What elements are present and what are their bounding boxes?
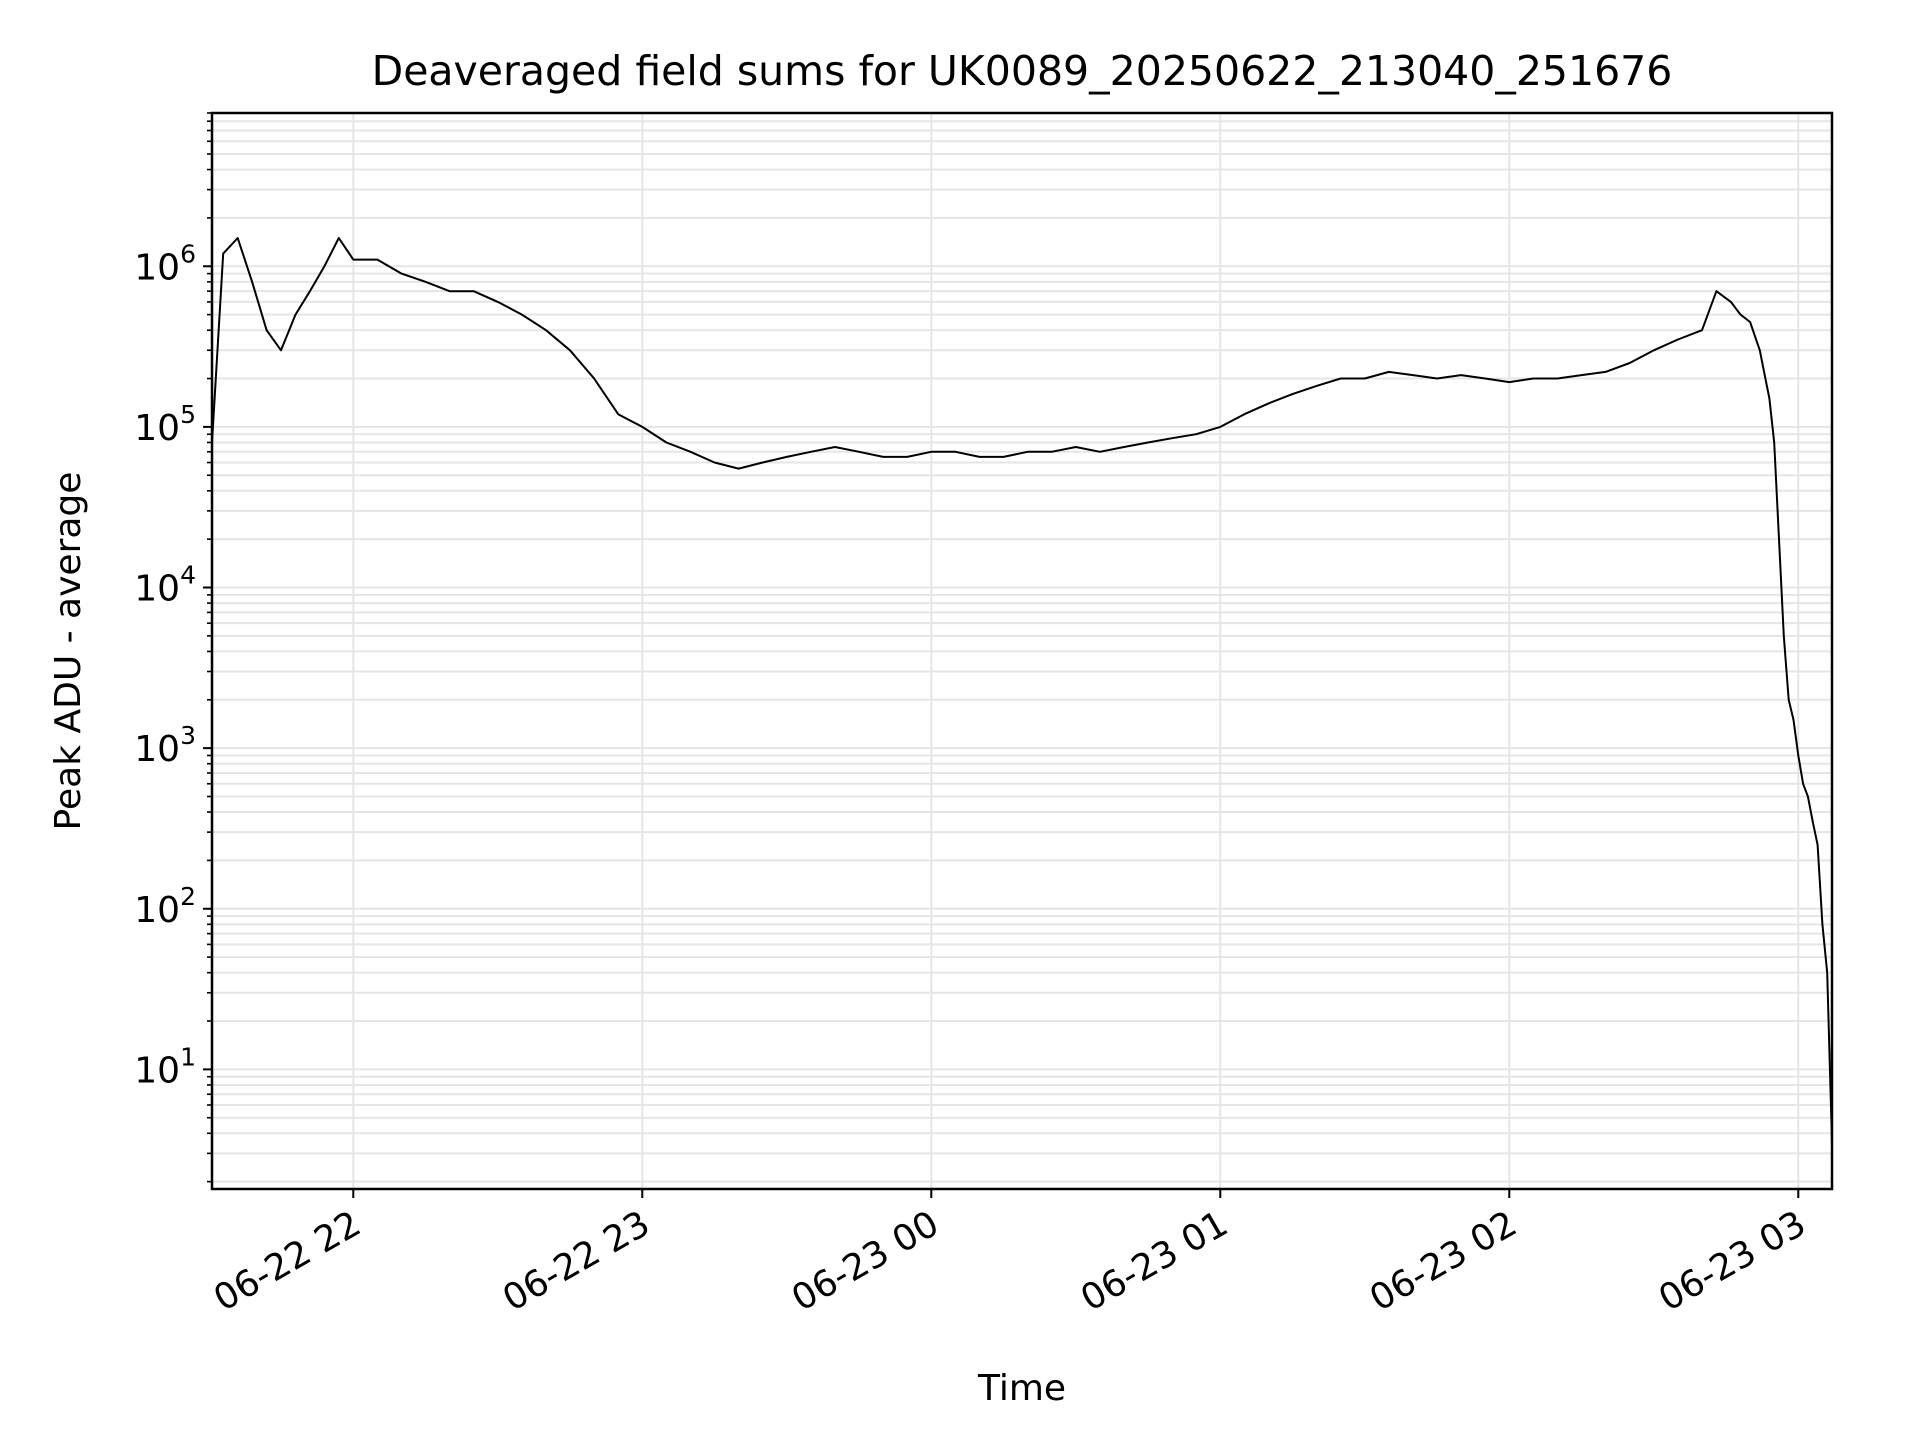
y-axis: 101 102 103 104 105 106 xyxy=(134,112,212,1183)
chart-title: Deaveraged field sums for UK0089_2025062… xyxy=(372,47,1673,95)
y-tick-label: 102 xyxy=(134,882,196,931)
series-line xyxy=(211,237,1833,1143)
y-tick-label: 106 xyxy=(134,239,196,288)
data-line-layer xyxy=(211,237,1833,1143)
y-tick-label: 104 xyxy=(134,561,196,610)
grid xyxy=(212,112,1832,1189)
x-axis-label: Time xyxy=(977,1368,1066,1409)
y-axis-label: Peak ADU - average xyxy=(48,472,89,831)
y-tick-label: 101 xyxy=(134,1042,196,1091)
y-tick-label: 103 xyxy=(134,721,196,770)
y-tick-label: 105 xyxy=(134,400,196,449)
